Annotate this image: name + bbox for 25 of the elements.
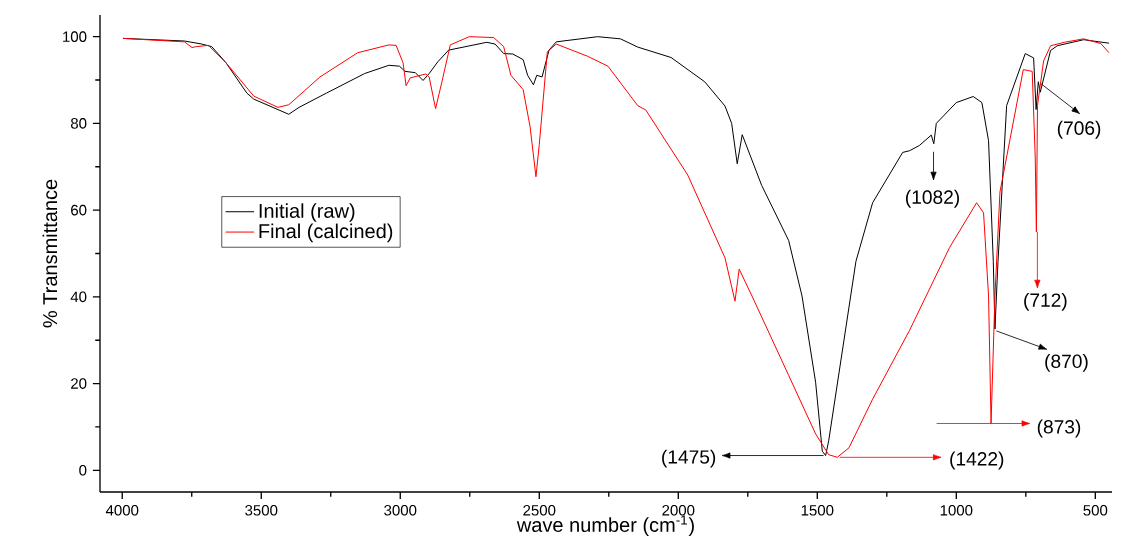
legend-label: Initial (raw) — [259, 203, 355, 222]
y-tick-label: 40 — [70, 291, 87, 303]
x-tick-label: 500 — [1083, 504, 1108, 516]
y-axis-title: % Transmittance — [42, 179, 58, 328]
y-tick-label: 20 — [71, 378, 87, 389]
x-tick-label: 3000 — [384, 504, 417, 516]
x-tick-label: 3500 — [245, 504, 278, 516]
y-tick-label: 0 — [79, 464, 87, 476]
x-tick-label: 2000 — [662, 504, 695, 516]
annotation: (1475) — [662, 449, 716, 468]
y-tick-label: 100 — [63, 31, 87, 42]
legend-label: Final (calcined) — [259, 223, 393, 243]
x-tick-label: 2500 — [523, 504, 556, 516]
annotation: (873) — [1037, 419, 1081, 438]
y-tick-label: 60 — [71, 204, 87, 216]
annotation: (1082) — [905, 189, 960, 208]
y-tick-label: 80 — [70, 118, 87, 129]
x-axis-title: wave number (cm$^{-1}$) — [516, 515, 694, 536]
x-tick-label: 1000 — [940, 504, 973, 516]
annotation: (1422) — [950, 451, 1004, 470]
x-tick-label: 4000 — [105, 504, 139, 516]
annotation: (870) — [1045, 354, 1088, 372]
annotation: (712) — [1024, 292, 1067, 311]
annotation: (706) — [1057, 120, 1101, 139]
x-tick-label: 1500 — [801, 504, 834, 516]
